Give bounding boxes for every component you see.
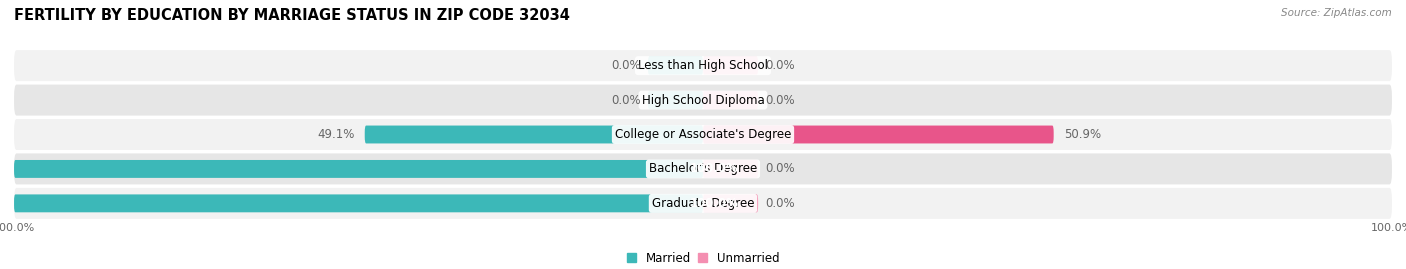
Text: Bachelor's Degree: Bachelor's Degree xyxy=(650,162,756,175)
Text: 0.0%: 0.0% xyxy=(612,59,641,72)
FancyBboxPatch shape xyxy=(703,126,1053,143)
FancyBboxPatch shape xyxy=(364,126,703,143)
FancyBboxPatch shape xyxy=(14,84,1392,116)
FancyBboxPatch shape xyxy=(703,160,758,178)
Text: Less than High School: Less than High School xyxy=(638,59,768,72)
Text: 49.1%: 49.1% xyxy=(316,128,354,141)
FancyBboxPatch shape xyxy=(14,194,703,212)
Text: 50.9%: 50.9% xyxy=(1064,128,1101,141)
Text: 0.0%: 0.0% xyxy=(612,94,641,107)
Text: 100.0%: 100.0% xyxy=(689,162,738,175)
Text: Graduate Degree: Graduate Degree xyxy=(652,197,754,210)
Text: Source: ZipAtlas.com: Source: ZipAtlas.com xyxy=(1281,8,1392,18)
FancyBboxPatch shape xyxy=(648,91,703,109)
FancyBboxPatch shape xyxy=(14,153,1392,185)
Text: 0.0%: 0.0% xyxy=(765,162,794,175)
FancyBboxPatch shape xyxy=(703,57,758,75)
Legend: Married, Unmarried: Married, Unmarried xyxy=(621,247,785,269)
FancyBboxPatch shape xyxy=(14,119,1392,150)
Text: 0.0%: 0.0% xyxy=(765,197,794,210)
FancyBboxPatch shape xyxy=(703,91,758,109)
FancyBboxPatch shape xyxy=(14,50,1392,81)
Text: FERTILITY BY EDUCATION BY MARRIAGE STATUS IN ZIP CODE 32034: FERTILITY BY EDUCATION BY MARRIAGE STATU… xyxy=(14,8,569,23)
FancyBboxPatch shape xyxy=(703,194,758,212)
Text: 0.0%: 0.0% xyxy=(765,59,794,72)
FancyBboxPatch shape xyxy=(14,188,1392,219)
FancyBboxPatch shape xyxy=(648,57,703,75)
Text: 0.0%: 0.0% xyxy=(765,94,794,107)
Text: High School Diploma: High School Diploma xyxy=(641,94,765,107)
FancyBboxPatch shape xyxy=(14,160,703,178)
Text: 100.0%: 100.0% xyxy=(689,197,738,210)
Text: College or Associate's Degree: College or Associate's Degree xyxy=(614,128,792,141)
